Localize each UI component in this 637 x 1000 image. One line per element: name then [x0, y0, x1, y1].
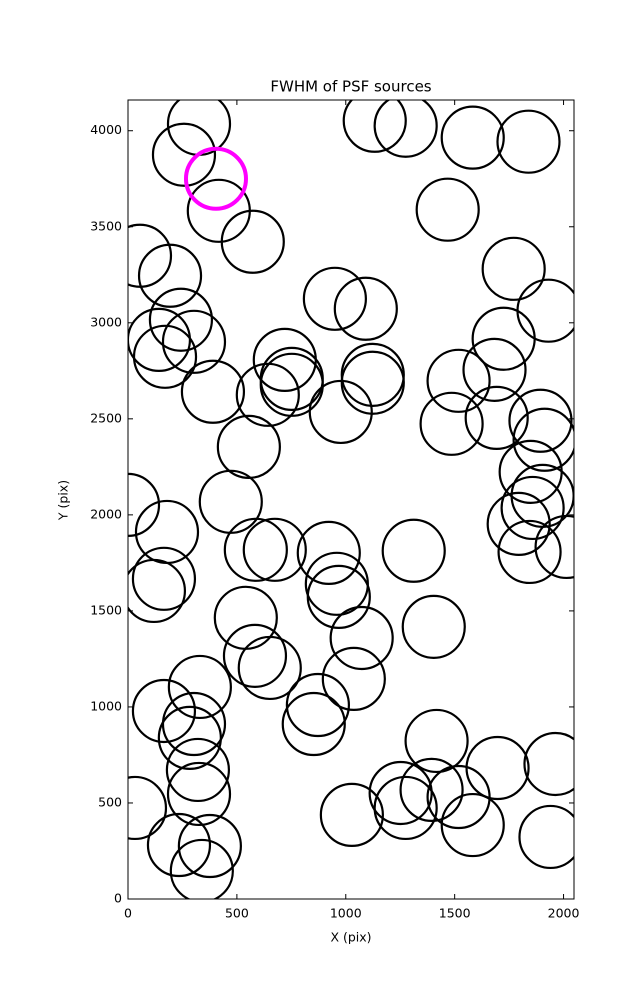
psf-circle [165, 737, 231, 803]
y-tick-label: 3000 [90, 314, 122, 329]
psf-circle [166, 761, 232, 827]
psf-circle [222, 623, 288, 688]
psf-circle [128, 775, 168, 841]
psf-circle [220, 209, 285, 274]
psf-circle [440, 792, 505, 858]
y-tick-label: 2000 [90, 506, 122, 521]
psf-circle [534, 514, 574, 580]
y-tick-label: 0 [114, 891, 122, 906]
psf-circle [223, 517, 288, 582]
psf-circle [131, 678, 197, 744]
psf-circle [399, 757, 464, 823]
psf-circle [415, 177, 480, 242]
psf-circle [500, 475, 565, 541]
psf-circle [381, 518, 446, 583]
psf-circle [308, 379, 373, 445]
psf-circle [169, 838, 234, 899]
psf-circle [319, 782, 384, 847]
x-tick-label: 0 [124, 906, 132, 921]
psf-circle [161, 309, 227, 374]
psf-circle [426, 348, 491, 413]
psf-circle [321, 646, 386, 711]
psf-circle [481, 236, 546, 301]
y-tick-label: 1500 [90, 602, 122, 617]
psf-circle [259, 346, 324, 411]
psf-circle [281, 691, 346, 757]
psf-circle [329, 605, 394, 671]
psf-circle [242, 517, 307, 582]
psf-circle [167, 654, 232, 720]
psf-circle [180, 359, 246, 424]
psf-circle [465, 735, 530, 801]
plot-area [128, 100, 574, 899]
psf-circle [146, 812, 212, 878]
y-tick-label: 2500 [90, 410, 122, 425]
y-axis-label: Y (pix) [56, 480, 71, 521]
y-tick-label: 500 [98, 794, 122, 809]
psf-circle [177, 813, 242, 879]
psf-circle [128, 558, 187, 624]
psf-circle [401, 594, 466, 659]
psf-circle [137, 243, 203, 308]
psf-circle [486, 491, 551, 556]
psf-circle [404, 708, 469, 774]
psf-circle [419, 391, 484, 456]
psf-circle [373, 775, 438, 841]
y-tick-label: 4000 [90, 122, 122, 137]
y-tick-label: 1000 [90, 698, 122, 713]
psf-circle [157, 705, 222, 770]
psf-circle [285, 672, 350, 738]
psf-circle [148, 287, 214, 352]
y-tick-label: 3500 [90, 218, 122, 233]
psf-circle [237, 635, 302, 701]
psf-circle [518, 804, 574, 870]
psf-circle [496, 109, 561, 174]
x-tick-label: 500 [225, 906, 249, 921]
x-tick-label: 2000 [548, 906, 580, 921]
psf-circle [497, 519, 562, 585]
psf-circle [462, 337, 527, 402]
psf-circle [183, 146, 248, 211]
x-tick-label: 1500 [439, 906, 471, 921]
psf-circle [128, 472, 161, 537]
psf-circle [464, 385, 529, 450]
psf-circle [333, 276, 398, 341]
chart-title: FWHM of PSF sources [270, 78, 431, 96]
axes-frame [127, 99, 575, 900]
psf-circle [508, 388, 573, 453]
x-axis-label: X (pix) [330, 930, 371, 945]
psf-circle [342, 100, 407, 153]
psf-circle [306, 564, 371, 629]
psf-circle [440, 105, 505, 170]
psf-circle [131, 546, 197, 611]
psf-circle [512, 407, 574, 472]
psf-circle [132, 324, 198, 389]
psf-circle [296, 520, 361, 585]
psf-circle [373, 100, 438, 158]
psf-circle [302, 266, 367, 331]
psf-circle [471, 306, 536, 371]
x-tick-label: 1000 [330, 906, 362, 921]
psf-circle [523, 731, 574, 797]
psf-circle [151, 122, 217, 187]
